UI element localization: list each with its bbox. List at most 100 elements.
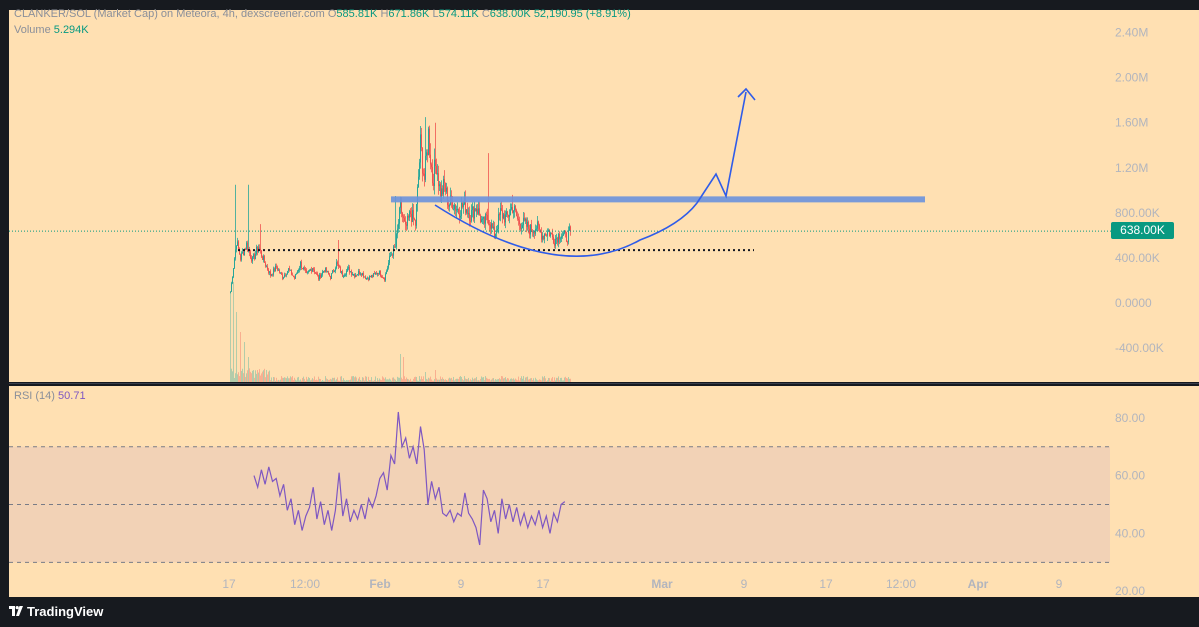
candle-body [459,213,460,218]
volume-bar [446,380,447,382]
candle-body [266,266,267,268]
volume-bar [294,377,295,382]
volume-bar [523,376,524,382]
candle-body [274,268,275,272]
candle-body [529,228,530,235]
volume-bar [358,378,359,382]
candle-body [292,274,293,276]
candle-body [240,254,241,260]
volume-bar [417,380,418,382]
candle-body [495,233,496,239]
candle-body [501,208,502,211]
volume-bar [387,379,388,382]
volume-bar [550,380,551,382]
candle-body [539,225,540,230]
candle-body [559,233,560,240]
candle-body [377,273,378,275]
candle-body [493,226,494,229]
candle-body [422,147,423,174]
volume-bar [406,377,407,382]
volume-bar [301,380,302,382]
candle-body [305,269,306,271]
volume-bar [374,379,375,382]
candle-body [551,232,552,234]
candle-body [387,267,388,272]
candle-body [438,173,439,187]
candle-body [554,243,555,246]
candle-body [538,221,539,226]
candle-body [481,219,482,223]
volume-bar [258,372,259,382]
volume-bar [265,377,266,382]
candle-body [276,265,277,268]
time-tick-label: 9 [458,577,465,591]
candle-body [388,262,389,268]
volume-value: 5.294K [53,24,89,36]
volume-bar [456,378,457,382]
candle-body [374,273,375,275]
volume-bar [549,378,550,382]
volume-bar [388,379,389,382]
candle-body [453,209,454,211]
candle-body [489,223,490,225]
candle-body [436,166,437,174]
candle-body [257,246,258,253]
candle-body [299,267,300,270]
volume-bar [285,377,286,382]
volume-bar [242,368,243,382]
volume-bar [558,376,559,382]
candle-body [331,273,332,279]
candle-body [471,209,472,222]
volume-bar [256,373,257,382]
volume-bar [344,380,345,382]
candle-body [524,217,525,221]
volume-bar [541,380,542,382]
price-tick-label: 0.0000 [1115,296,1152,310]
volume-bar [255,370,256,382]
volume-bar [441,378,442,382]
volume-bar [551,378,552,382]
candle-body [498,214,499,230]
candle-body [517,216,518,219]
candle-body [467,209,468,215]
candle-body [474,208,475,219]
candle-body [275,265,276,272]
candle-body [365,276,366,279]
candle-body [508,214,509,218]
candle-body [302,268,303,270]
volume-bar [564,377,565,382]
volume-bar [501,376,502,382]
candle-body [242,252,243,254]
candle-body [376,273,377,275]
high-value: 671.86K [388,8,430,20]
candle-body [547,231,548,236]
volume-bar [487,378,488,382]
volume-bar [246,373,247,382]
candle-body [289,268,290,270]
volume-bar [324,380,325,382]
volume-bar [362,377,363,382]
candle-body [435,159,436,167]
candle-body [476,208,477,212]
candle-body [426,152,427,156]
candle-body [389,256,390,263]
volume-bar [449,377,450,382]
volume-bar [404,376,405,382]
candle-body [452,200,453,210]
volume-bar [472,377,473,382]
candle-body [250,252,251,258]
candle-body [300,261,301,268]
candle-body [238,241,239,249]
volume-bar [546,380,547,382]
close-value: 638.00K [489,8,531,20]
candle-body [293,275,294,277]
volume-bar [290,376,291,382]
arrow-head-icon [737,87,756,101]
candle-body [454,204,455,210]
volume-bar [352,376,353,382]
price-tick-label: -400.00K [1115,341,1164,355]
volume-bar [278,379,279,382]
candle-body [557,238,558,243]
volume-bar [390,379,391,382]
